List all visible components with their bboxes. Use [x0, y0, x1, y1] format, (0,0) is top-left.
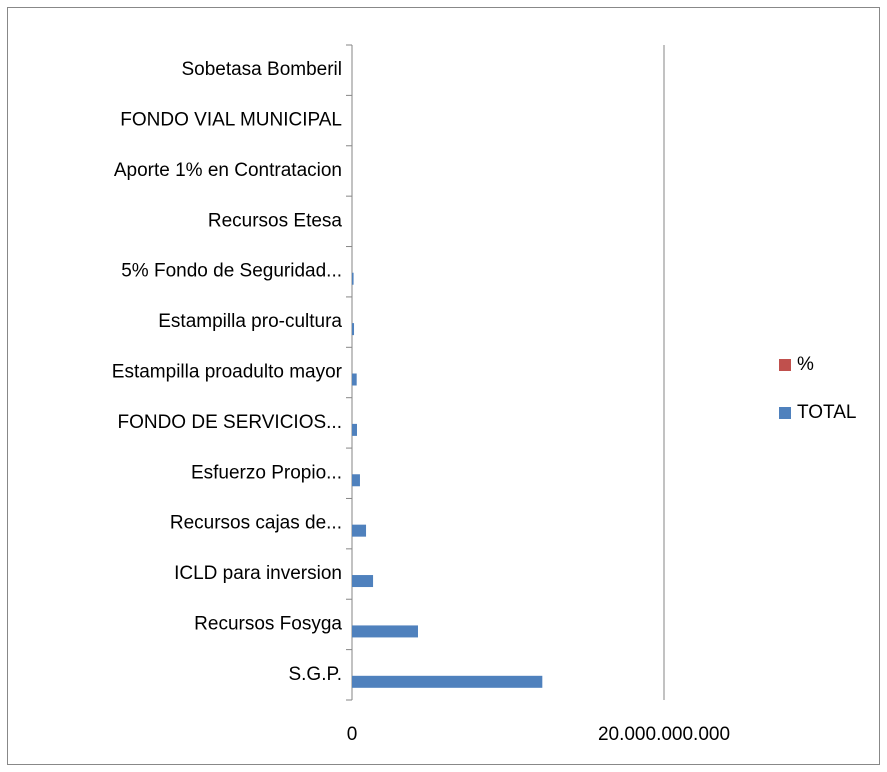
y-tick-label: FONDO DE SERVICIOS... [117, 412, 342, 433]
y-tick-label: Estampilla proadulto mayor [112, 362, 343, 383]
legend-swatch [779, 359, 791, 371]
legend-swatch [779, 407, 791, 419]
bar [352, 423, 357, 436]
bar [352, 373, 357, 386]
y-tick-label: FONDO VIAL MUNICIPAL [120, 110, 342, 131]
x-tick-label: 20.000.000.000 [598, 724, 730, 745]
bar [352, 675, 543, 688]
bar [352, 625, 418, 638]
y-tick-label: Aporte 1% en Contratacion [114, 160, 342, 181]
bar [352, 323, 355, 336]
bar [352, 575, 374, 588]
bar [352, 272, 354, 285]
y-tick-label: Sobetasa Bomberil [181, 59, 342, 80]
bar [352, 474, 360, 487]
y-tick-label: Estampilla pro-cultura [158, 311, 342, 332]
legend-label: % [797, 354, 814, 375]
y-tick-label: Recursos cajas de... [170, 513, 342, 534]
bar [352, 524, 367, 537]
legend-label: TOTAL [797, 402, 856, 423]
y-tick-label: S.G.P. [288, 664, 342, 685]
y-tick-label: Esfuerzo Propio... [191, 462, 342, 483]
y-tick-label: 5% Fondo de Seguridad... [121, 261, 342, 282]
y-tick-label: Recursos Etesa [208, 210, 343, 231]
x-tick-label: 0 [347, 724, 358, 745]
y-tick-label: ICLD para inversion [174, 563, 342, 584]
y-tick-label: Recursos Fosyga [194, 613, 342, 634]
chart-border [7, 7, 880, 765]
